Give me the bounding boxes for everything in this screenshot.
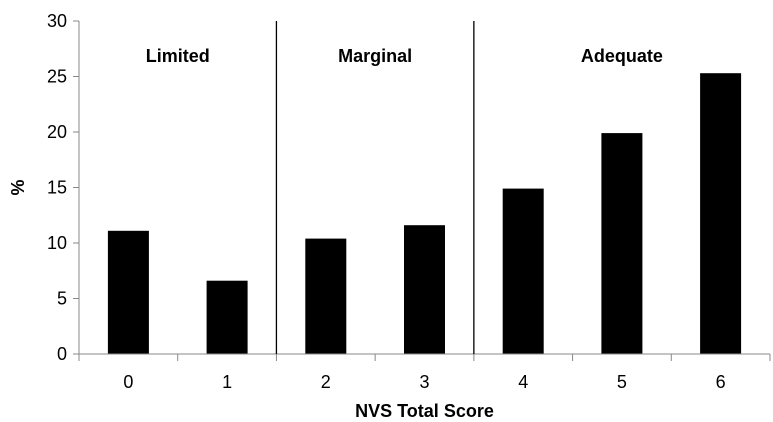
x-tick-label: 6	[716, 372, 726, 392]
x-tick-label: 5	[617, 372, 627, 392]
y-tick-label: 0	[57, 344, 67, 364]
x-tick-label: 2	[321, 372, 331, 392]
bars-layer	[107, 73, 742, 354]
bar-1	[206, 280, 248, 354]
bar-6	[700, 73, 742, 354]
x-tick-label: 4	[518, 372, 528, 392]
bar-3	[404, 225, 445, 354]
bar-2	[305, 238, 347, 354]
y-tick-label: 20	[47, 122, 67, 142]
group-label-adequate: Adequate	[581, 46, 663, 66]
y-tick-label: 15	[47, 178, 67, 198]
bar-4	[502, 188, 544, 354]
y-tick-label: 10	[47, 233, 67, 253]
x-tick-label: 3	[419, 372, 429, 392]
y-axis-title: %	[8, 179, 28, 195]
x-tick-label: 1	[222, 372, 232, 392]
x-axis-title: NVS Total Score	[355, 401, 494, 421]
y-tick-label: 25	[47, 67, 67, 87]
group-label-marginal: Marginal	[338, 46, 412, 66]
labels-layer: 0 5 10 15 20 25 30 0 1 2 3 4 5 6 Limited Marginal Adequa…	[8, 11, 726, 421]
axes-layer	[73, 20, 771, 361]
x-tick-label: 0	[123, 372, 133, 392]
bar-0	[107, 230, 149, 354]
y-tick-label: 5	[57, 289, 67, 309]
bar-5	[601, 133, 643, 354]
group-label-limited: Limited	[146, 46, 210, 66]
y-tick-label: 30	[47, 11, 67, 31]
